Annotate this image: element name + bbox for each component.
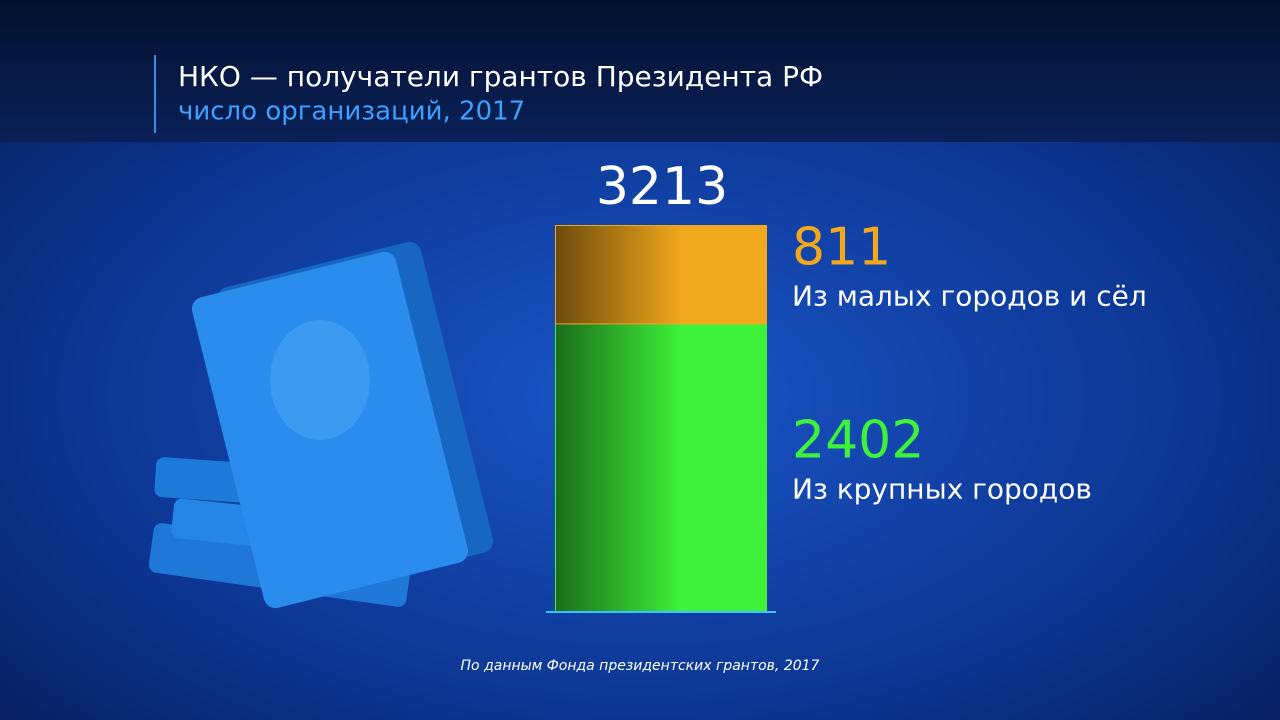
bar-shade bbox=[556, 226, 766, 324]
title: НКО — получатели грантов Президента РФ bbox=[178, 60, 823, 93]
books-illustration bbox=[148, 241, 494, 609]
subtitle: число организаций, 2017 bbox=[178, 97, 525, 127]
header-band bbox=[0, 0, 1280, 142]
total-label: 3213 bbox=[596, 157, 728, 217]
series-label: Из крупных городов bbox=[792, 473, 1092, 506]
source: По данным Фонда президентских грантов, 2… bbox=[461, 658, 820, 674]
value-label: 811 bbox=[792, 218, 891, 278]
bar-shade bbox=[556, 323, 766, 612]
series-label: Из малых городов и сёл bbox=[792, 280, 1147, 313]
value-label: 2402 bbox=[792, 411, 924, 471]
